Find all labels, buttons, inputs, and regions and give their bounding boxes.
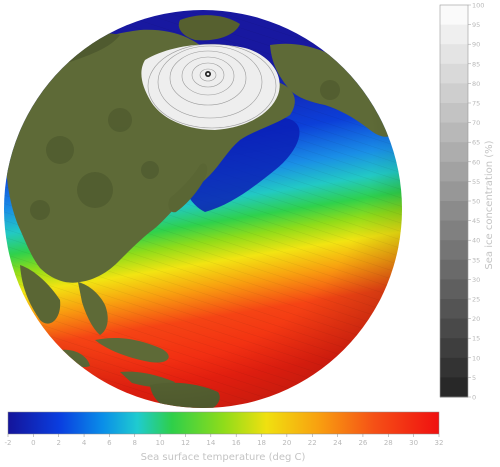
sst-tick-label: 24	[333, 439, 342, 447]
ice-tick-label: 30	[472, 276, 480, 284]
ice-tick-label: 25	[472, 296, 480, 304]
sst-colorbar-title: Sea surface temperature (deg C)	[141, 452, 306, 463]
ice-tick-label: 100	[472, 2, 484, 10]
ice-tick-label: 5	[472, 374, 476, 382]
sst-tick-label: 2	[56, 439, 60, 447]
ice-tick-label: 90	[472, 41, 480, 49]
ice-colorbar-step	[440, 103, 468, 123]
sst-tick-label: 30	[409, 439, 418, 447]
ice-colorbar-title: Sea ice concentration (%)	[484, 140, 495, 269]
ice-colorbar-step	[440, 220, 468, 241]
sst-tick-label: 10	[156, 439, 165, 447]
ice-colorbar-step	[440, 122, 468, 143]
sst-tick-label: 22	[308, 439, 317, 447]
ice-tick-label: 60	[472, 158, 480, 166]
ice-tick-label: 15	[472, 335, 480, 343]
ice-tick-label: 45	[472, 217, 480, 225]
ice-colorbar-step	[440, 44, 468, 65]
sst-tick-label: -2	[5, 439, 12, 447]
ice-tick-label: 95	[472, 21, 480, 29]
ice-colorbar-step	[440, 279, 468, 300]
ice-tick-label: 55	[472, 178, 480, 186]
ice-colorbar-step	[440, 259, 468, 280]
ice-tick-label: 0	[472, 394, 476, 402]
ice-colorbar-step	[440, 318, 468, 339]
ice-tick-label: 50	[472, 198, 480, 206]
ice-colorbar: 1009590858075706560555045403530252015105…	[439, 2, 495, 402]
sst-tick-label: 12	[181, 439, 190, 447]
sst-tick-label: 0	[31, 439, 35, 447]
ice-colorbar-step	[440, 5, 468, 25]
sst-colorbar: -2 0 2 4 6 8 10 12 14 16 18 20 22 24 26 28 30 32 Sea surf…	[5, 411, 444, 463]
ice-colorbar-step	[440, 201, 468, 221]
ice-tick-label: 35	[472, 256, 480, 264]
ice-tick-label: 10	[472, 354, 480, 362]
ice-tick-label: 65	[472, 139, 480, 147]
sst-tick-label: 6	[107, 439, 112, 447]
ice-tick-label: 70	[472, 119, 480, 127]
sst-tick-label: 26	[358, 439, 367, 447]
ice-colorbar-step	[440, 142, 468, 163]
ice-tick-label: 40	[472, 237, 480, 245]
ice-colorbar-step	[440, 357, 468, 378]
ice-colorbar-step	[440, 240, 468, 261]
ice-colorbar-step	[440, 377, 468, 398]
ice-tick-label: 20	[472, 315, 480, 323]
ice-colorbar-step	[440, 338, 468, 359]
sst-tick-label: 16	[232, 439, 241, 447]
ice-colorbar-step	[440, 181, 468, 202]
sst-colorbar-fill	[8, 412, 439, 434]
ice-colorbar-step	[440, 83, 468, 104]
ice-tick-label: 75	[472, 100, 480, 108]
sst-tick-label: 14	[206, 439, 215, 447]
sst-tick-label: 28	[384, 439, 393, 447]
sst-tick-label: 18	[257, 439, 266, 447]
sst-tick-label: 20	[282, 439, 291, 447]
ice-tick-label: 80	[472, 80, 480, 88]
ice-colorbar-step	[440, 161, 468, 182]
sst-tick-label: 4	[82, 439, 87, 447]
sst-tick-label: 8	[133, 439, 137, 447]
ice-colorbar-step	[440, 299, 468, 319]
globe	[4, 10, 402, 408]
globe-shading	[4, 10, 402, 408]
ice-colorbar-step	[440, 24, 468, 45]
sst-tick-label: 32	[435, 439, 444, 447]
ice-tick-label: 85	[472, 60, 480, 68]
ice-colorbar-step	[440, 63, 468, 84]
